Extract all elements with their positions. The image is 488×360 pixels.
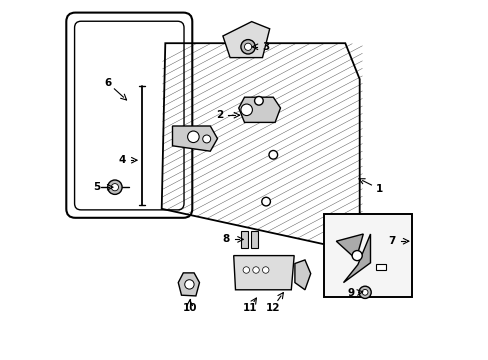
- Circle shape: [241, 40, 255, 54]
- Polygon shape: [238, 97, 280, 122]
- Bar: [323, 214, 411, 297]
- Polygon shape: [178, 273, 199, 296]
- Bar: [251, 231, 257, 248]
- Circle shape: [252, 267, 259, 273]
- Polygon shape: [172, 126, 217, 151]
- Text: 3: 3: [262, 42, 269, 52]
- Text: 12: 12: [265, 303, 279, 313]
- Polygon shape: [233, 256, 294, 290]
- Text: 10: 10: [182, 303, 197, 313]
- Text: 2: 2: [215, 110, 223, 120]
- Circle shape: [268, 150, 277, 159]
- Text: 1: 1: [375, 184, 382, 194]
- Text: 9: 9: [346, 288, 353, 298]
- Circle shape: [261, 197, 270, 206]
- Text: 7: 7: [387, 236, 395, 246]
- Text: 8: 8: [223, 234, 230, 244]
- Text: 6: 6: [104, 78, 111, 88]
- Circle shape: [111, 184, 118, 191]
- Text: 4: 4: [118, 155, 125, 165]
- Circle shape: [184, 280, 194, 289]
- Polygon shape: [223, 22, 269, 58]
- Circle shape: [244, 43, 251, 50]
- Polygon shape: [294, 260, 310, 290]
- Text: 11: 11: [242, 303, 257, 313]
- Bar: [375, 264, 385, 270]
- Circle shape: [358, 286, 370, 298]
- Circle shape: [107, 180, 122, 194]
- Circle shape: [203, 135, 210, 143]
- Circle shape: [241, 104, 252, 116]
- Circle shape: [362, 289, 367, 295]
- Circle shape: [243, 267, 249, 273]
- Circle shape: [351, 251, 362, 261]
- Polygon shape: [336, 234, 363, 259]
- Polygon shape: [343, 234, 370, 283]
- Circle shape: [254, 96, 263, 105]
- Text: 5: 5: [93, 182, 101, 192]
- Circle shape: [262, 267, 268, 273]
- Bar: [241, 231, 247, 248]
- Circle shape: [187, 131, 199, 143]
